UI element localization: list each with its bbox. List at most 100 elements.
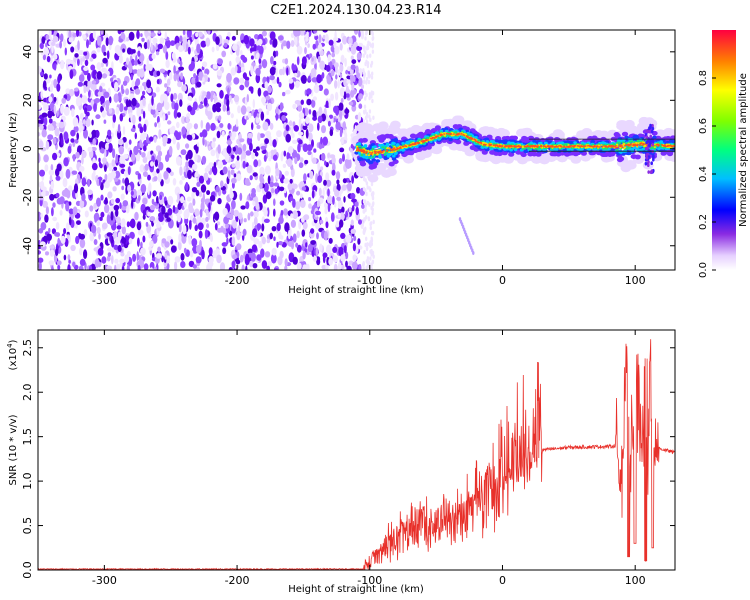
noise-blob bbox=[298, 112, 305, 120]
noise-blob bbox=[65, 168, 71, 179]
noise-blob bbox=[74, 87, 79, 92]
noise-blob bbox=[103, 91, 110, 99]
noise-blob bbox=[231, 35, 236, 41]
noise-blob bbox=[91, 162, 98, 171]
noise-blob bbox=[297, 105, 302, 112]
noise-blob bbox=[39, 124, 44, 131]
noise-blob bbox=[119, 202, 122, 210]
noise-blob bbox=[271, 78, 277, 84]
noise-blob bbox=[58, 121, 65, 129]
noise-blob bbox=[108, 162, 113, 172]
noise-blob bbox=[263, 90, 269, 98]
ridge-mark bbox=[613, 132, 620, 137]
noise-blob bbox=[251, 152, 256, 160]
noise-blob bbox=[301, 229, 306, 237]
noise-blob bbox=[277, 35, 284, 41]
noise-blob bbox=[123, 106, 128, 111]
noise-blob bbox=[51, 207, 54, 217]
noise-blob bbox=[152, 170, 157, 177]
noise-blob bbox=[217, 58, 223, 65]
noise-blob bbox=[61, 97, 66, 104]
noise-blob bbox=[362, 261, 365, 267]
noise-blob bbox=[49, 244, 55, 249]
noise-blob bbox=[70, 244, 76, 252]
noise-blob bbox=[233, 173, 237, 178]
noise-blob bbox=[216, 254, 222, 264]
noise-blob bbox=[319, 243, 323, 252]
noise-blob bbox=[172, 136, 177, 145]
noise-blob bbox=[202, 192, 205, 203]
noise-blob bbox=[350, 228, 357, 234]
noise-blob bbox=[265, 130, 272, 138]
noise-blob bbox=[364, 109, 367, 114]
noise-blob bbox=[137, 46, 142, 51]
ridge-mark bbox=[529, 141, 533, 145]
noise-blob bbox=[117, 49, 123, 57]
noise-blob bbox=[211, 141, 216, 149]
noise-blob bbox=[91, 80, 97, 85]
noise-blob bbox=[325, 244, 332, 255]
noise-blob bbox=[337, 212, 342, 218]
noise-blob bbox=[174, 102, 179, 112]
noise-blob bbox=[269, 232, 274, 240]
noise-blob bbox=[365, 246, 369, 252]
noise-blob bbox=[249, 38, 255, 47]
noise-blob bbox=[72, 261, 76, 268]
noise-blob bbox=[236, 50, 240, 56]
noise-blob bbox=[48, 169, 55, 176]
noise-blob bbox=[88, 133, 92, 139]
noise-blob bbox=[195, 244, 202, 254]
noise-blob bbox=[371, 98, 374, 104]
noise-blob bbox=[369, 225, 372, 231]
noise-blob bbox=[112, 186, 117, 192]
noise-blob bbox=[40, 90, 43, 99]
noise-blob bbox=[352, 242, 356, 252]
noise-blob bbox=[70, 46, 75, 53]
noise-blob bbox=[240, 49, 243, 56]
noise-blob bbox=[217, 160, 224, 169]
noise-blob bbox=[311, 157, 317, 164]
noise-blob bbox=[213, 161, 217, 169]
noise-blob bbox=[309, 170, 314, 180]
noise-blob bbox=[283, 208, 288, 216]
noise-blob bbox=[335, 108, 339, 116]
noise-blob bbox=[365, 46, 369, 51]
noise-blob bbox=[122, 80, 128, 86]
noise-blob bbox=[260, 145, 267, 150]
noise-blob bbox=[109, 234, 112, 242]
noise-blob bbox=[179, 99, 183, 107]
noise-blob bbox=[39, 42, 44, 50]
noise-blob bbox=[351, 198, 357, 203]
noise-blob bbox=[370, 236, 373, 241]
ridge-mark bbox=[523, 149, 529, 154]
noise-blob bbox=[164, 241, 170, 248]
noise-blob bbox=[157, 246, 162, 253]
noise-blob bbox=[280, 151, 284, 162]
noise-blob bbox=[123, 170, 129, 177]
noise-blob bbox=[126, 221, 130, 228]
noise-blob bbox=[315, 210, 321, 216]
ridge-mark bbox=[365, 156, 369, 160]
noise-blob bbox=[144, 30, 149, 37]
noise-blob bbox=[88, 89, 91, 98]
noise-blob bbox=[180, 149, 187, 156]
noise-blob bbox=[99, 95, 105, 104]
noise-blob bbox=[322, 30, 328, 33]
noise-blob bbox=[187, 149, 193, 160]
ridge-mark bbox=[377, 143, 382, 147]
noise-blob bbox=[107, 247, 113, 252]
noise-blob bbox=[40, 212, 43, 219]
noise-blob bbox=[199, 208, 203, 218]
noise-blob bbox=[161, 238, 167, 244]
noise-blob bbox=[114, 264, 117, 270]
noise-blob bbox=[106, 50, 110, 60]
noise-blob bbox=[343, 91, 347, 100]
noise-blob bbox=[142, 110, 146, 119]
noise-blob bbox=[336, 196, 341, 201]
noise-blob bbox=[118, 138, 124, 146]
noise-blob bbox=[164, 101, 170, 111]
noise-blob bbox=[246, 94, 249, 103]
noise-blob bbox=[81, 177, 87, 187]
noise-blob bbox=[371, 71, 374, 76]
noise-blob bbox=[250, 211, 254, 217]
